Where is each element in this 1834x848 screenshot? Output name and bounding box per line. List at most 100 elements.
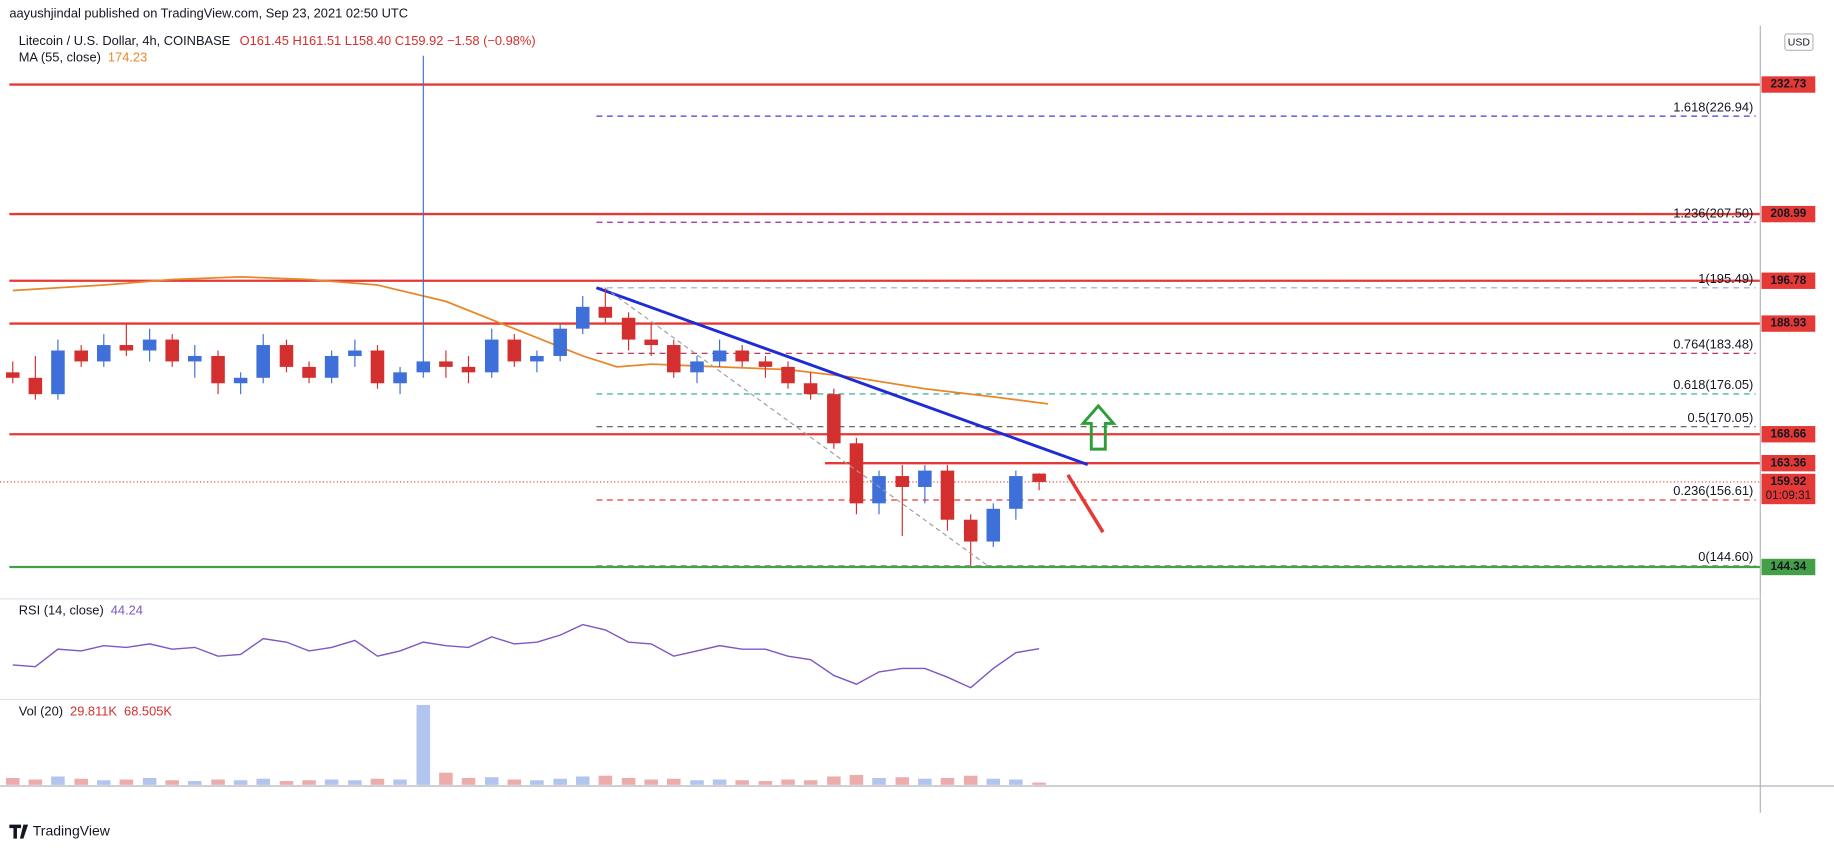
volume-bar [28, 779, 43, 785]
candle-body [484, 339, 499, 373]
level-price-box [1761, 454, 1816, 472]
fib-label: 1(195.49) [1698, 271, 1753, 286]
candle-body [598, 306, 613, 318]
level-price-label: 163.36 [1771, 456, 1807, 469]
down-stroke [1066, 473, 1105, 534]
candle-body [142, 339, 157, 351]
volume-bar [507, 779, 522, 785]
candle-body [256, 345, 270, 378]
volume-bar [461, 777, 476, 785]
candle-body [324, 355, 339, 378]
level-price-box [1761, 426, 1816, 443]
candle-body [895, 476, 910, 487]
rsi-name: RSI (14, close) [19, 603, 104, 618]
currency-box[interactable] [1784, 33, 1814, 51]
volume-bar [940, 777, 955, 785]
legend-rsi: RSI (14, close) 44.24 [19, 603, 143, 618]
level-price-box [1761, 76, 1816, 93]
volume-bar [439, 772, 453, 785]
candle-body [165, 339, 179, 362]
volume-bar [918, 778, 932, 785]
volume-bar [393, 779, 407, 785]
volume-bar [986, 778, 1001, 785]
volume-bar [827, 776, 841, 785]
volume-bar [575, 776, 590, 785]
volume-name: Vol (20) [19, 704, 63, 719]
candle-body [918, 470, 932, 487]
candle-body [51, 350, 65, 395]
volume-bar [165, 780, 179, 785]
marks-layer: 1.618(226.94) 1.236(207.50) 1(195.49) 0.764… [0, 55, 1761, 785]
last-price-box [1761, 473, 1816, 505]
volume-bar [758, 781, 773, 785]
volume-bar [1009, 779, 1023, 785]
candle-body [188, 355, 202, 362]
candle-body [963, 519, 978, 542]
candle-body [439, 361, 453, 367]
volume-bar [712, 779, 727, 785]
ma-value: 174.23 [108, 50, 147, 65]
volume-bar [279, 781, 294, 785]
candle-body [1009, 476, 1023, 509]
candle-body [6, 372, 20, 378]
candle-body [74, 350, 88, 362]
legend-ma: MA (55, close) 174.23 [19, 50, 148, 65]
level-price-box [1761, 315, 1816, 332]
volume-bar [324, 779, 339, 785]
candle-body [666, 345, 681, 373]
candle-body [758, 361, 773, 367]
candle-body [461, 366, 476, 373]
candle-body [940, 470, 955, 520]
volume-bar [598, 775, 613, 785]
candle-body [849, 443, 864, 504]
volume-bar [644, 779, 658, 785]
volume-bar [416, 705, 431, 785]
candle-body [119, 345, 134, 351]
candle-body [279, 345, 294, 367]
volume-value: 29.811K [70, 704, 117, 719]
ma-name: MA (55, close) [19, 50, 101, 65]
volume-bar [370, 778, 385, 785]
logo [9, 824, 29, 839]
ma-line [12, 275, 1049, 405]
volume-ma-value: 68.505K [124, 704, 172, 719]
last-price-label: 159.92 [1771, 475, 1807, 488]
currency[interactable]: USD [1788, 36, 1811, 48]
volume-bar [963, 775, 978, 785]
fib-anchor-line [604, 287, 989, 567]
volume-bar [849, 774, 864, 785]
candle-body [872, 476, 886, 504]
trendline [595, 286, 1089, 466]
axis-layer: 232.73 208.99 196.78 188.93 168.66 163.36 144.… [1761, 76, 1816, 576]
fib-label: 0.618(176.05) [1673, 377, 1753, 392]
volume-bar [97, 780, 111, 785]
rsi-value: 44.24 [111, 603, 143, 618]
level-price-box [1761, 272, 1816, 289]
level-price-label: 144.34 [1771, 560, 1807, 573]
volume-bar [553, 778, 567, 785]
candle-body [621, 317, 636, 340]
volume-bar [188, 781, 202, 785]
volume-bar [142, 777, 157, 785]
header: aayushjindal published on TradingView.co… [9, 5, 408, 20]
fib-label: 0.5(170.05) [1688, 410, 1754, 425]
fib-label: 1.618(226.94) [1673, 99, 1753, 114]
volume-bar [1032, 782, 1046, 785]
level-price-label: 188.93 [1771, 317, 1807, 330]
volume-bar [666, 778, 681, 785]
symbol: Litecoin / U.S. Dollar, 4h, COINBASE [19, 34, 231, 49]
volume-bar [803, 780, 818, 785]
candle-body [28, 377, 43, 395]
candle-body [302, 366, 316, 378]
volume-bar [233, 780, 248, 785]
countdown-label: 01:09:31 [1766, 489, 1812, 502]
candle-body [986, 508, 1001, 542]
up-arrow [1079, 403, 1117, 451]
volume-bar [302, 780, 316, 785]
volume-bar [895, 777, 910, 785]
candle-body [393, 372, 407, 384]
candle-body [530, 355, 544, 362]
legend-volume: Vol (20) 29.811K 68.505K [19, 704, 173, 719]
fib-label: 1.236(207.50) [1673, 205, 1753, 220]
volume-bar [530, 780, 544, 785]
